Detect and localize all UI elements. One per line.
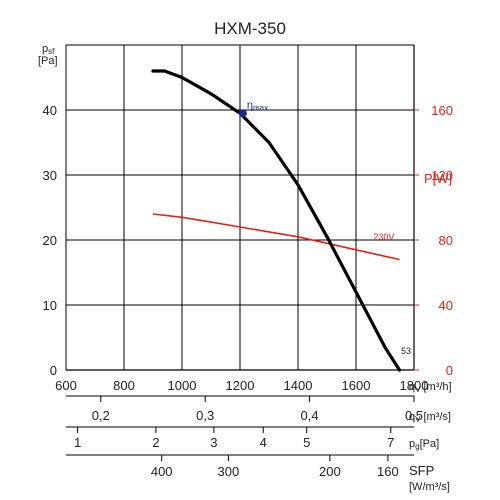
scale-tick-label: 300	[218, 464, 240, 479]
x-axis-label: qV [m³/h]	[409, 381, 452, 394]
right-tick-label: 120	[431, 168, 453, 183]
y-axis-label: psf	[42, 43, 55, 56]
scale-tick-label: 2	[152, 435, 159, 450]
x-tick-label: 1800	[400, 378, 429, 393]
scale-tick-label: 0,5	[405, 408, 423, 423]
scale-tick-label: 200	[319, 464, 341, 479]
eta-max-label: ηmax	[247, 99, 268, 112]
y-tick-label: 30	[43, 168, 57, 183]
scale-tick-label: 4	[260, 435, 267, 450]
x-tick-label: 800	[113, 378, 135, 393]
curve-end-label: 53	[401, 346, 411, 356]
scale-pg-label: pg[Pa]	[409, 438, 439, 451]
x-tick-label: 1200	[226, 378, 255, 393]
scale-tick-label: 1	[74, 435, 81, 450]
x-tick-label: 1400	[284, 378, 313, 393]
scale-tick-label: 5	[303, 435, 310, 450]
x-tick-label: 1600	[342, 378, 371, 393]
scale-tick-label: 400	[151, 464, 173, 479]
voltage-label: 230V	[373, 232, 394, 242]
scale-tick-label: 0,3	[196, 408, 214, 423]
scale-sfp-label: SFP	[409, 463, 434, 478]
right-tick-label: 80	[439, 233, 453, 248]
chart-title: HXM-350	[214, 19, 286, 38]
scale-qvs-label: qV [m³/s]	[409, 411, 451, 424]
right-axis-label: P[W]	[424, 171, 452, 186]
y-tick-label: 10	[43, 298, 57, 313]
y-tick-label: 40	[43, 103, 57, 118]
right-tick-label: 0	[446, 363, 453, 378]
scale-tick-label: 160	[377, 464, 399, 479]
power-curve-line	[152, 213, 400, 261]
eta-max-marker	[238, 109, 247, 118]
y-axis-unit: [Pa]	[38, 55, 58, 67]
scale-tick-label: 0,2	[92, 408, 110, 423]
scale-sfp-unit: [W/m³/s]	[409, 481, 450, 493]
scale-tick-label: 7	[387, 435, 394, 450]
pressure-curve-line	[151, 69, 402, 372]
x-tick-label: 1000	[168, 378, 197, 393]
y-tick-label: 0	[50, 363, 57, 378]
scale-tick-label: 0,4	[301, 408, 319, 423]
right-tick-label: 40	[439, 298, 453, 313]
scale-tick-label: 3	[210, 435, 217, 450]
right-tick-label: 160	[431, 103, 453, 118]
x-tick-label: 600	[55, 378, 77, 393]
y-tick-label: 20	[43, 233, 57, 248]
